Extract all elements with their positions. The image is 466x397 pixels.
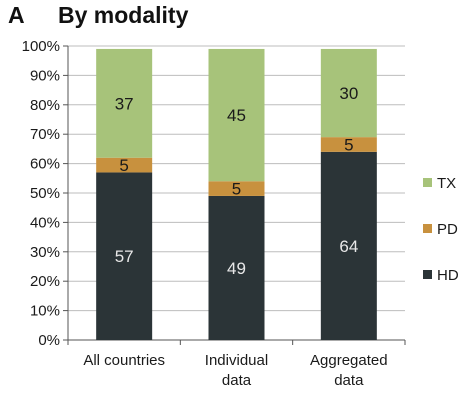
bar-segment-tx <box>208 48 265 182</box>
y-tick-label: 0% <box>38 332 60 349</box>
legend-swatch-tx <box>423 178 432 187</box>
panel-letter: A <box>8 2 25 28</box>
y-tick-label: 100% <box>22 38 60 55</box>
bar-segment-hd <box>320 151 377 340</box>
data-label-pd: 5 <box>119 156 128 175</box>
x-category-label: data <box>334 372 364 389</box>
data-label-tx: 30 <box>339 84 358 103</box>
data-label-pd: 5 <box>232 180 241 199</box>
data-label-tx: 37 <box>115 94 134 113</box>
x-category-label: Individual <box>205 352 268 369</box>
legend-label-pd: PD <box>437 221 458 238</box>
x-category-label: Aggregated <box>310 352 388 369</box>
bar-segment-hd <box>208 195 265 340</box>
x-category-label: All countries <box>83 352 165 369</box>
legend-label-tx: TX <box>437 175 456 192</box>
bar-segment-pd <box>208 181 265 196</box>
y-tick-label: 80% <box>30 97 60 114</box>
bar-segment-tx <box>320 48 377 138</box>
y-tick-label: 70% <box>30 126 60 143</box>
legend-swatch-pd <box>423 224 432 233</box>
bar-segment-tx <box>96 48 153 158</box>
bar-segment-pd <box>96 157 153 173</box>
y-tick-label: 60% <box>30 156 60 173</box>
y-tick-label: 30% <box>30 244 60 261</box>
y-tick-label: 10% <box>30 303 60 320</box>
bar-segment-hd <box>96 172 153 340</box>
data-label-tx: 45 <box>227 106 246 125</box>
bar-segment-pd <box>320 137 377 152</box>
data-label-pd: 5 <box>344 135 353 154</box>
y-tick-label: 90% <box>30 67 60 84</box>
x-category-label: data <box>222 372 252 389</box>
data-label-hd: 64 <box>339 237 358 256</box>
data-label-hd: 57 <box>115 247 134 266</box>
y-tick-label: 40% <box>30 214 60 231</box>
legend-swatch-hd <box>423 270 432 279</box>
legend-label-hd: HD <box>437 267 459 284</box>
chart-title: By modality <box>58 2 189 28</box>
y-tick-label: 20% <box>30 273 60 290</box>
data-label-hd: 49 <box>227 259 246 278</box>
y-tick-label: 50% <box>30 185 60 202</box>
